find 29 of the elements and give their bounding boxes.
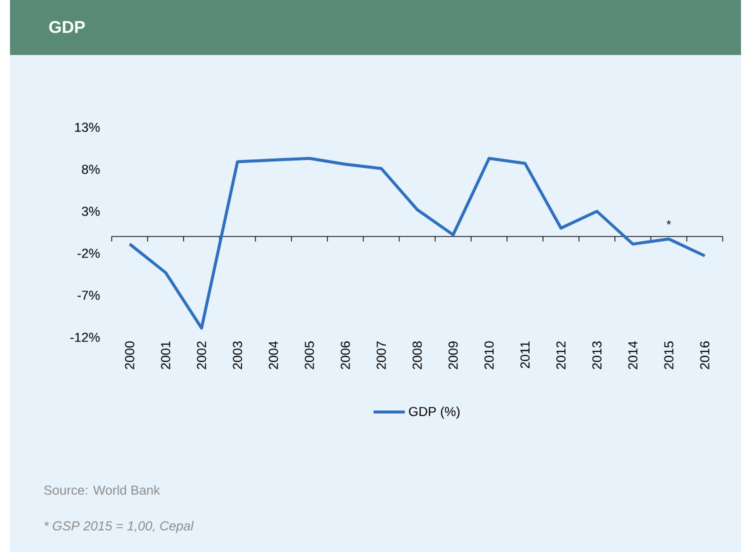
x-tick-label: 2002 xyxy=(196,341,206,370)
y-tick-label: -2% xyxy=(78,248,100,258)
y-tick-label: -12% xyxy=(70,332,100,342)
line-series xyxy=(128,156,706,330)
y-tick-label: 3% xyxy=(82,206,100,216)
x-tick-label: 2008 xyxy=(412,341,422,370)
chart-title: GDP xyxy=(49,20,85,34)
x-tick-label: 2004 xyxy=(268,341,278,370)
x-tick-label: 2006 xyxy=(340,341,350,370)
text: * GSP 2015 = 1,00, Cepal xyxy=(44,520,194,534)
x-tick-label: 2016 xyxy=(700,341,710,370)
x-tick-label: 2009 xyxy=(448,341,458,370)
x-tick-label: 2007 xyxy=(376,341,386,370)
x-tick-label: 2010 xyxy=(484,341,494,370)
x-tick-label: 2015 xyxy=(664,341,674,370)
y-tick-label: -7% xyxy=(78,290,100,300)
x-tick-label: 2000 xyxy=(125,341,134,370)
y-tick-label: 8% xyxy=(82,164,100,174)
x-tick-label: 2013 xyxy=(592,341,602,370)
annotation: * xyxy=(666,220,671,224)
y-tick-label: 13% xyxy=(75,122,100,132)
x-tick-label: 2014 xyxy=(628,341,638,370)
source-note: Source: World Bank xyxy=(44,485,160,495)
x-tick-label: 2003 xyxy=(232,341,242,370)
x-tick-label: 2005 xyxy=(304,341,314,370)
x-tick-label: 2001 xyxy=(161,341,170,370)
legend-label: GDP (%) xyxy=(409,406,460,419)
x-tick-label: 2012 xyxy=(556,341,566,370)
x-tick-label: 2011 xyxy=(520,341,530,368)
